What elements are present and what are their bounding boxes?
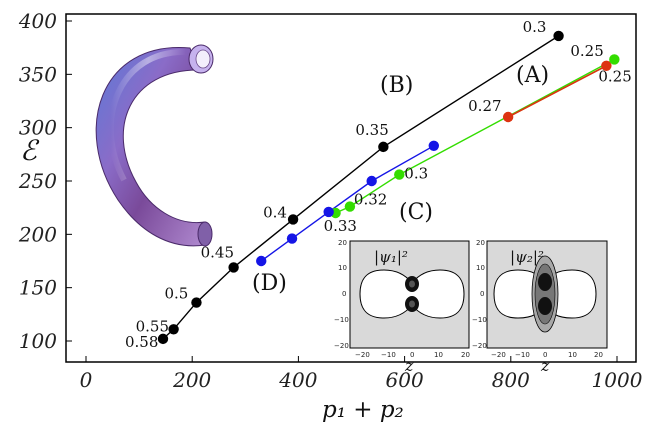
inset2-ytick-2: 0	[480, 290, 484, 298]
data-point	[553, 30, 564, 42]
data-point	[428, 140, 440, 151]
data-label: 0.25	[570, 42, 603, 60]
data-label: 0.3	[523, 18, 547, 36]
data-point	[191, 297, 202, 308]
data-label: 0.25	[598, 67, 631, 85]
inset1-xtick-1: −10	[381, 351, 396, 359]
x-tick-label: 800	[492, 368, 530, 392]
data-point	[502, 111, 514, 123]
inset2-ytick-0: 20	[476, 239, 485, 247]
series-line	[507, 65, 607, 118]
data-label: 0.45	[201, 243, 234, 261]
data-point	[157, 333, 169, 345]
series-label-b: (B)	[380, 73, 413, 98]
inset-psi2: |ψ₂|² z 20 10 0 −10 −20 −20 −10 0 10 20	[472, 239, 608, 375]
y-tick-label: 350	[19, 62, 57, 86]
data-label: 0.27	[468, 97, 501, 115]
inset2-xtick-1: −10	[515, 351, 530, 359]
inset1-xtick-2: 0	[410, 351, 414, 359]
inset-psi1: |ψ₁|² z 20 10 0 −10 −20 −20 −10 0 10 20	[334, 239, 470, 375]
data-point	[286, 233, 298, 244]
data-point	[366, 175, 377, 187]
inset1-xtick-3: 10	[434, 351, 443, 359]
data-label: 0.3	[404, 165, 428, 183]
inset1-xtick-4: 20	[461, 351, 470, 359]
y-tick-label: 100	[19, 329, 57, 353]
inset1-ytick-0: 20	[338, 239, 347, 247]
inset2-xtick-3: 10	[568, 351, 577, 359]
inset2-xtick-0: −20	[491, 351, 506, 359]
data-label: 0.55	[136, 317, 169, 335]
inset1-ytick-1: 10	[338, 264, 347, 272]
y-tick-label: 300	[19, 116, 57, 140]
inset1-ytick-3: −10	[334, 316, 349, 324]
series-label-c: (C)	[399, 200, 433, 225]
x-tick-label: 0	[80, 368, 93, 392]
data-point	[394, 169, 405, 180]
inset2-ytick-1: 10	[476, 264, 485, 272]
inset1-xtick-0: −20	[355, 351, 370, 359]
data-point	[287, 214, 299, 225]
data-point	[601, 60, 612, 71]
inset2-title: |ψ₂|²	[510, 248, 544, 266]
y-tick-label: 250	[18, 169, 57, 193]
data-label: 0.35	[355, 121, 388, 139]
x-tick-label: 400	[278, 368, 317, 392]
data-point	[609, 54, 620, 65]
x-tick-label: 600	[386, 368, 424, 392]
data-label: 0.58	[125, 333, 158, 351]
data-point	[344, 201, 356, 212]
series-label-d: (D)	[252, 271, 287, 296]
data-label: 0.32	[354, 191, 387, 209]
x-tick-label: 1000	[592, 368, 643, 392]
data-label: 0.33	[324, 217, 357, 235]
data-point	[378, 141, 389, 153]
data-label: 0.4	[263, 203, 287, 221]
x-tick-label: 200	[172, 368, 211, 392]
y-axis-label: ℰ	[20, 134, 40, 167]
data-point	[323, 206, 334, 218]
inset2-ytick-3: −10	[472, 316, 487, 324]
inset2-xtick-4: 20	[594, 351, 603, 359]
y-tick-label: 150	[19, 276, 57, 300]
y-tick-label: 400	[18, 9, 57, 33]
inset1-title: |ψ₁|²	[374, 248, 408, 266]
inset1-xlabel: z	[404, 356, 414, 375]
y-tick-label: 200	[18, 222, 57, 246]
inset2-xlabel: z	[540, 356, 550, 375]
data-point	[228, 262, 239, 273]
x-axis-label: p₁ + p₂	[322, 397, 404, 423]
plot-frame	[65, 13, 637, 363]
inset1-ytick-4: −20	[334, 342, 349, 350]
inset2-ytick-4: −20	[472, 342, 487, 350]
inset1-ytick-2: 0	[342, 290, 346, 298]
data-label: 0.5	[164, 285, 188, 303]
series-label-a: (A)	[516, 63, 549, 88]
data-point	[168, 324, 179, 335]
inset2-xtick-2: 0	[543, 351, 547, 359]
data-point	[256, 255, 267, 267]
torus-illustration	[95, 44, 214, 247]
